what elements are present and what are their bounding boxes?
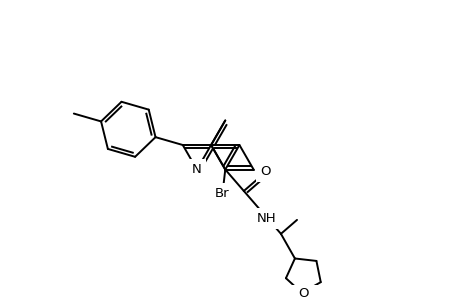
Text: NH: NH bbox=[256, 212, 275, 225]
Text: O: O bbox=[259, 165, 270, 178]
Text: O: O bbox=[298, 287, 308, 300]
Text: N: N bbox=[192, 163, 202, 176]
Text: Br: Br bbox=[214, 188, 229, 200]
